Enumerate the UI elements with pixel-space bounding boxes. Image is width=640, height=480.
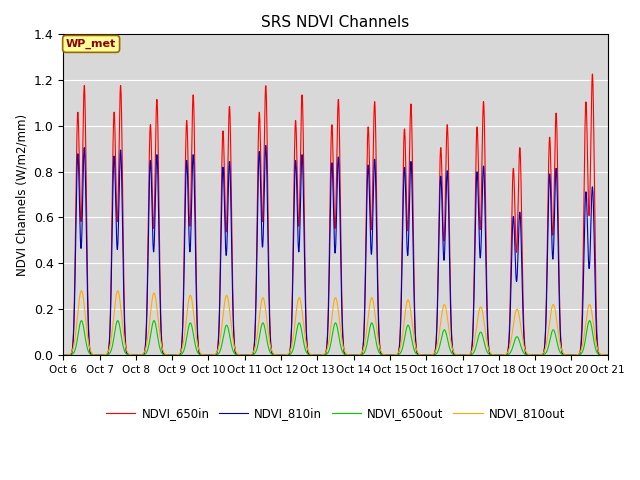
NDVI_810in bbox=[593, 342, 601, 348]
Y-axis label: NDVI Channels (W/m2/mm): NDVI Channels (W/m2/mm) bbox=[15, 113, 28, 276]
NDVI_810out bbox=[268, 349, 276, 355]
NDVI_810in bbox=[292, 159, 300, 165]
NDVI_810in bbox=[262, 143, 269, 148]
NDVI_810out bbox=[154, 314, 162, 320]
NDVI_810out bbox=[604, 352, 612, 358]
Line: NDVI_810out: NDVI_810out bbox=[63, 291, 608, 355]
NDVI_650out bbox=[268, 351, 276, 357]
NDVI_650out bbox=[60, 352, 67, 358]
NDVI_810in bbox=[122, 340, 129, 346]
NDVI_650in bbox=[593, 335, 601, 341]
Line: NDVI_650out: NDVI_650out bbox=[63, 321, 608, 355]
NDVI_810in bbox=[60, 352, 67, 358]
NDVI_810in bbox=[534, 352, 542, 358]
NDVI_650out bbox=[154, 335, 162, 341]
NDVI_810out bbox=[534, 352, 542, 358]
NDVI_650in bbox=[589, 71, 596, 77]
Title: SRS NDVI Channels: SRS NDVI Channels bbox=[261, 15, 410, 30]
NDVI_650out bbox=[77, 318, 85, 324]
NDVI_650out bbox=[122, 350, 129, 356]
NDVI_650in bbox=[154, 115, 161, 120]
NDVI_650out bbox=[292, 333, 300, 339]
NDVI_810out bbox=[77, 288, 85, 294]
NDVI_810in bbox=[604, 352, 612, 358]
NDVI_650in bbox=[122, 336, 129, 342]
NDVI_650out bbox=[593, 350, 601, 356]
Line: NDVI_810in: NDVI_810in bbox=[63, 145, 608, 355]
NDVI_650in bbox=[60, 352, 67, 358]
Line: NDVI_650in: NDVI_650in bbox=[63, 74, 608, 355]
NDVI_810out bbox=[122, 343, 129, 349]
NDVI_650out bbox=[534, 352, 542, 358]
NDVI_810in bbox=[268, 351, 276, 357]
NDVI_650in bbox=[268, 350, 276, 356]
Legend: NDVI_650in, NDVI_810in, NDVI_650out, NDVI_810out: NDVI_650in, NDVI_810in, NDVI_650out, NDV… bbox=[101, 403, 570, 425]
NDVI_650in bbox=[534, 352, 542, 358]
Text: WP_met: WP_met bbox=[66, 39, 116, 49]
NDVI_650in bbox=[604, 352, 612, 358]
NDVI_810out bbox=[292, 312, 300, 318]
NDVI_650in bbox=[292, 118, 300, 123]
NDVI_810out bbox=[593, 345, 601, 350]
NDVI_810out bbox=[60, 352, 67, 358]
NDVI_810in bbox=[154, 166, 161, 172]
NDVI_650out bbox=[604, 352, 612, 358]
